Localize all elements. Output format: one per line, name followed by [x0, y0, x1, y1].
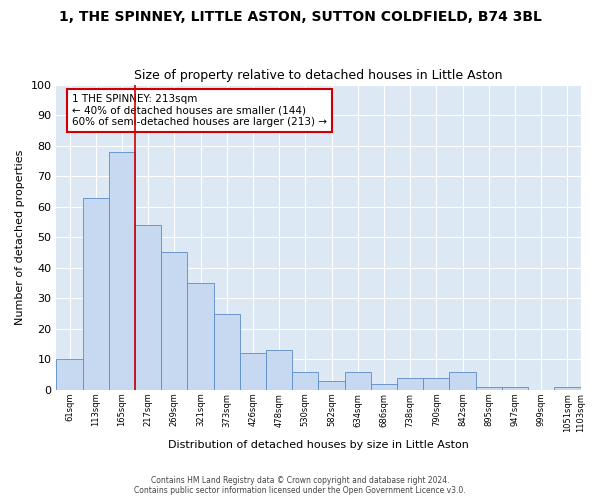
X-axis label: Distribution of detached houses by size in Little Aston: Distribution of detached houses by size …	[168, 440, 469, 450]
Bar	[319, 380, 344, 390]
Text: Contains HM Land Registry data © Crown copyright and database right 2024.
Contai: Contains HM Land Registry data © Crown c…	[134, 476, 466, 495]
Bar	[187, 283, 214, 390]
Bar	[449, 372, 476, 390]
Bar	[266, 350, 292, 390]
Bar	[292, 372, 319, 390]
Bar	[83, 198, 109, 390]
Bar	[397, 378, 423, 390]
Text: 1, THE SPINNEY, LITTLE ASTON, SUTTON COLDFIELD, B74 3BL: 1, THE SPINNEY, LITTLE ASTON, SUTTON COL…	[59, 10, 541, 24]
Title: Size of property relative to detached houses in Little Aston: Size of property relative to detached ho…	[134, 69, 503, 82]
Bar	[240, 353, 266, 390]
Text: 1 THE SPINNEY: 213sqm
← 40% of detached houses are smaller (144)
60% of semi-det: 1 THE SPINNEY: 213sqm ← 40% of detached …	[72, 94, 327, 127]
Bar	[161, 252, 187, 390]
Bar	[554, 387, 581, 390]
Bar	[214, 314, 240, 390]
Bar	[344, 372, 371, 390]
Y-axis label: Number of detached properties: Number of detached properties	[15, 150, 25, 325]
Bar	[56, 360, 83, 390]
Bar	[476, 387, 502, 390]
Bar	[109, 152, 135, 390]
Bar	[371, 384, 397, 390]
Bar	[135, 225, 161, 390]
Bar	[423, 378, 449, 390]
Bar	[502, 387, 528, 390]
